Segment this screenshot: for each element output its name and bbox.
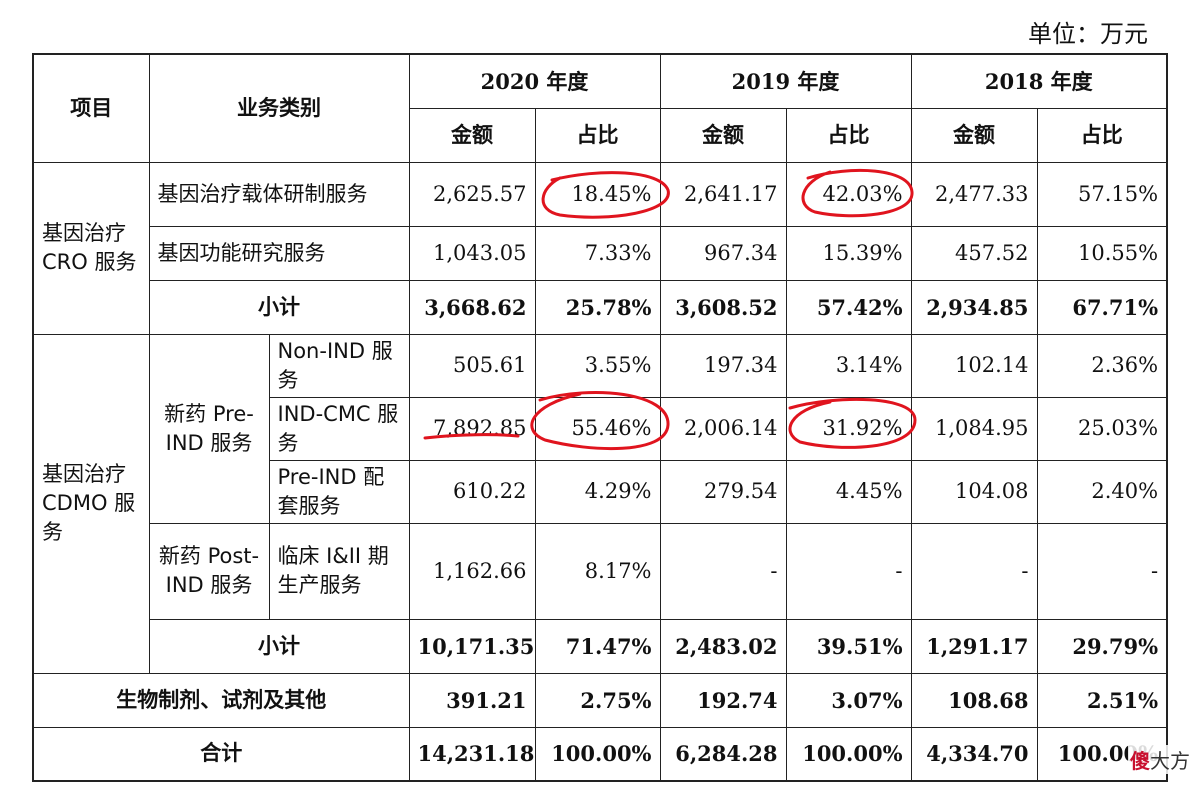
cell-value: 3.14% xyxy=(785,333,912,398)
cell-value: 57.15% xyxy=(1036,161,1168,227)
cell-value: 3,668.62 xyxy=(408,279,536,335)
cell-value: 2,641.17 xyxy=(659,161,787,227)
row-total: 合计 xyxy=(32,726,410,782)
cell-value: 25.78% xyxy=(534,279,661,335)
group-cdmo: 基因治疗 CDMO 服务 xyxy=(32,333,150,674)
header-amount: 金额 xyxy=(910,107,1038,163)
cell-value: 42.03% xyxy=(785,161,912,227)
cell-value: 3.55% xyxy=(534,333,661,398)
header-year-2020: 2020 年度 xyxy=(408,53,661,109)
cell-value: 8.17% xyxy=(534,522,661,620)
cell-value: 3,608.52 xyxy=(659,279,787,335)
subgroup-post-ind: 新药 Post-IND 服务 xyxy=(148,522,270,620)
cell-value: - xyxy=(1036,522,1168,620)
cell-value: 4.45% xyxy=(785,459,912,524)
cell-value: 279.54 xyxy=(659,459,787,524)
cell-value: 67.71% xyxy=(1036,279,1168,335)
cell-value: 3.07% xyxy=(785,672,912,728)
row-name: Non-IND 服务 xyxy=(268,333,410,398)
cell-value: 2,483.02 xyxy=(659,618,787,674)
cell-value: 391.21 xyxy=(408,672,536,728)
cell-value: 2.51% xyxy=(1036,672,1168,728)
header-amount: 金额 xyxy=(408,107,536,163)
cell-value: 4.29% xyxy=(534,459,661,524)
cell-value: 102.14 xyxy=(910,333,1038,398)
cell-value: 10,171.35 xyxy=(408,618,536,674)
cell-value: 2,006.14 xyxy=(659,396,787,461)
group-cro: 基因治疗 CRO 服务 xyxy=(32,161,150,335)
cell-value: 197.34 xyxy=(659,333,787,398)
unit-label: 单位：万元 xyxy=(1028,20,1148,48)
header-amount: 金额 xyxy=(659,107,787,163)
cell-value: 2.75% xyxy=(534,672,661,728)
row-name: 临床 I&II 期生产服务 xyxy=(268,522,410,620)
cell-value: 2.40% xyxy=(1036,459,1168,524)
cell-value: 505.61 xyxy=(408,333,536,398)
cell-value: 7,892.85 xyxy=(408,396,536,461)
cell-value: 100.00% xyxy=(785,726,912,782)
watermark-text: 大方 xyxy=(1150,749,1190,773)
cell-value: 2.36% xyxy=(1036,333,1168,398)
cell-value: 2,934.85 xyxy=(910,279,1038,335)
header-year-2018: 2018 年度 xyxy=(910,53,1168,109)
cell-value: 100.00% xyxy=(534,726,661,782)
cell-value: 57.42% xyxy=(785,279,912,335)
cell-value: 457.52 xyxy=(910,225,1038,281)
cell-value: 967.34 xyxy=(659,225,787,281)
subtotal-label: 小计 xyxy=(148,618,410,674)
cell-value: 1,084.95 xyxy=(910,396,1038,461)
cell-value: 2,625.57 xyxy=(408,161,536,227)
cell-value: 108.68 xyxy=(910,672,1038,728)
cell-value: 55.46% xyxy=(534,396,661,461)
cell-value: - xyxy=(910,522,1038,620)
cell-value: 31.92% xyxy=(785,396,912,461)
cell-value: 39.51% xyxy=(785,618,912,674)
cell-value: - xyxy=(785,522,912,620)
cell-value: 4,334.70 xyxy=(910,726,1038,782)
cell-value: 104.08 xyxy=(910,459,1038,524)
watermark-logo: 傻 xyxy=(1130,749,1150,773)
cell-value: 18.45% xyxy=(534,161,661,227)
row-name: IND-CMC 服务 xyxy=(268,396,410,461)
cell-value: 10.55% xyxy=(1036,225,1168,281)
header-ratio: 占比 xyxy=(534,107,661,163)
revenue-table: 项目 业务类别 2020 年度 2019 年度 2018 年度 金额 占比 金额… xyxy=(32,53,1169,782)
cell-value: 25.03% xyxy=(1036,396,1168,461)
cell-value: 1,043.05 xyxy=(408,225,536,281)
watermark: 傻大方 xyxy=(1128,745,1192,774)
cell-value: 6,284.28 xyxy=(659,726,787,782)
cell-value: 29.79% xyxy=(1036,618,1168,674)
subgroup-pre-ind: 新药 Pre-IND 服务 xyxy=(148,333,270,524)
row-name: 基因功能研究服务 xyxy=(148,225,410,281)
cell-value: 1,162.66 xyxy=(408,522,536,620)
header-ratio: 占比 xyxy=(785,107,912,163)
row-name: Pre-IND 配套服务 xyxy=(268,459,410,524)
cell-value: - xyxy=(659,522,787,620)
cell-value: 15.39% xyxy=(785,225,912,281)
cell-value: 71.47% xyxy=(534,618,661,674)
cell-value: 610.22 xyxy=(408,459,536,524)
cell-value: 192.74 xyxy=(659,672,787,728)
row-other: 生物制剂、试剂及其他 xyxy=(32,672,410,728)
subtotal-label: 小计 xyxy=(148,279,410,335)
cell-value: 7.33% xyxy=(534,225,661,281)
row-name: 基因治疗载体研制服务 xyxy=(148,161,410,227)
cell-value: 14,231.18 xyxy=(408,726,536,782)
header-item: 项目 xyxy=(32,53,150,163)
cell-value: 2,477.33 xyxy=(910,161,1038,227)
header-ratio: 占比 xyxy=(1036,107,1168,163)
header-category: 业务类别 xyxy=(148,53,410,163)
cell-value: 1,291.17 xyxy=(910,618,1038,674)
header-year-2019: 2019 年度 xyxy=(659,53,912,109)
